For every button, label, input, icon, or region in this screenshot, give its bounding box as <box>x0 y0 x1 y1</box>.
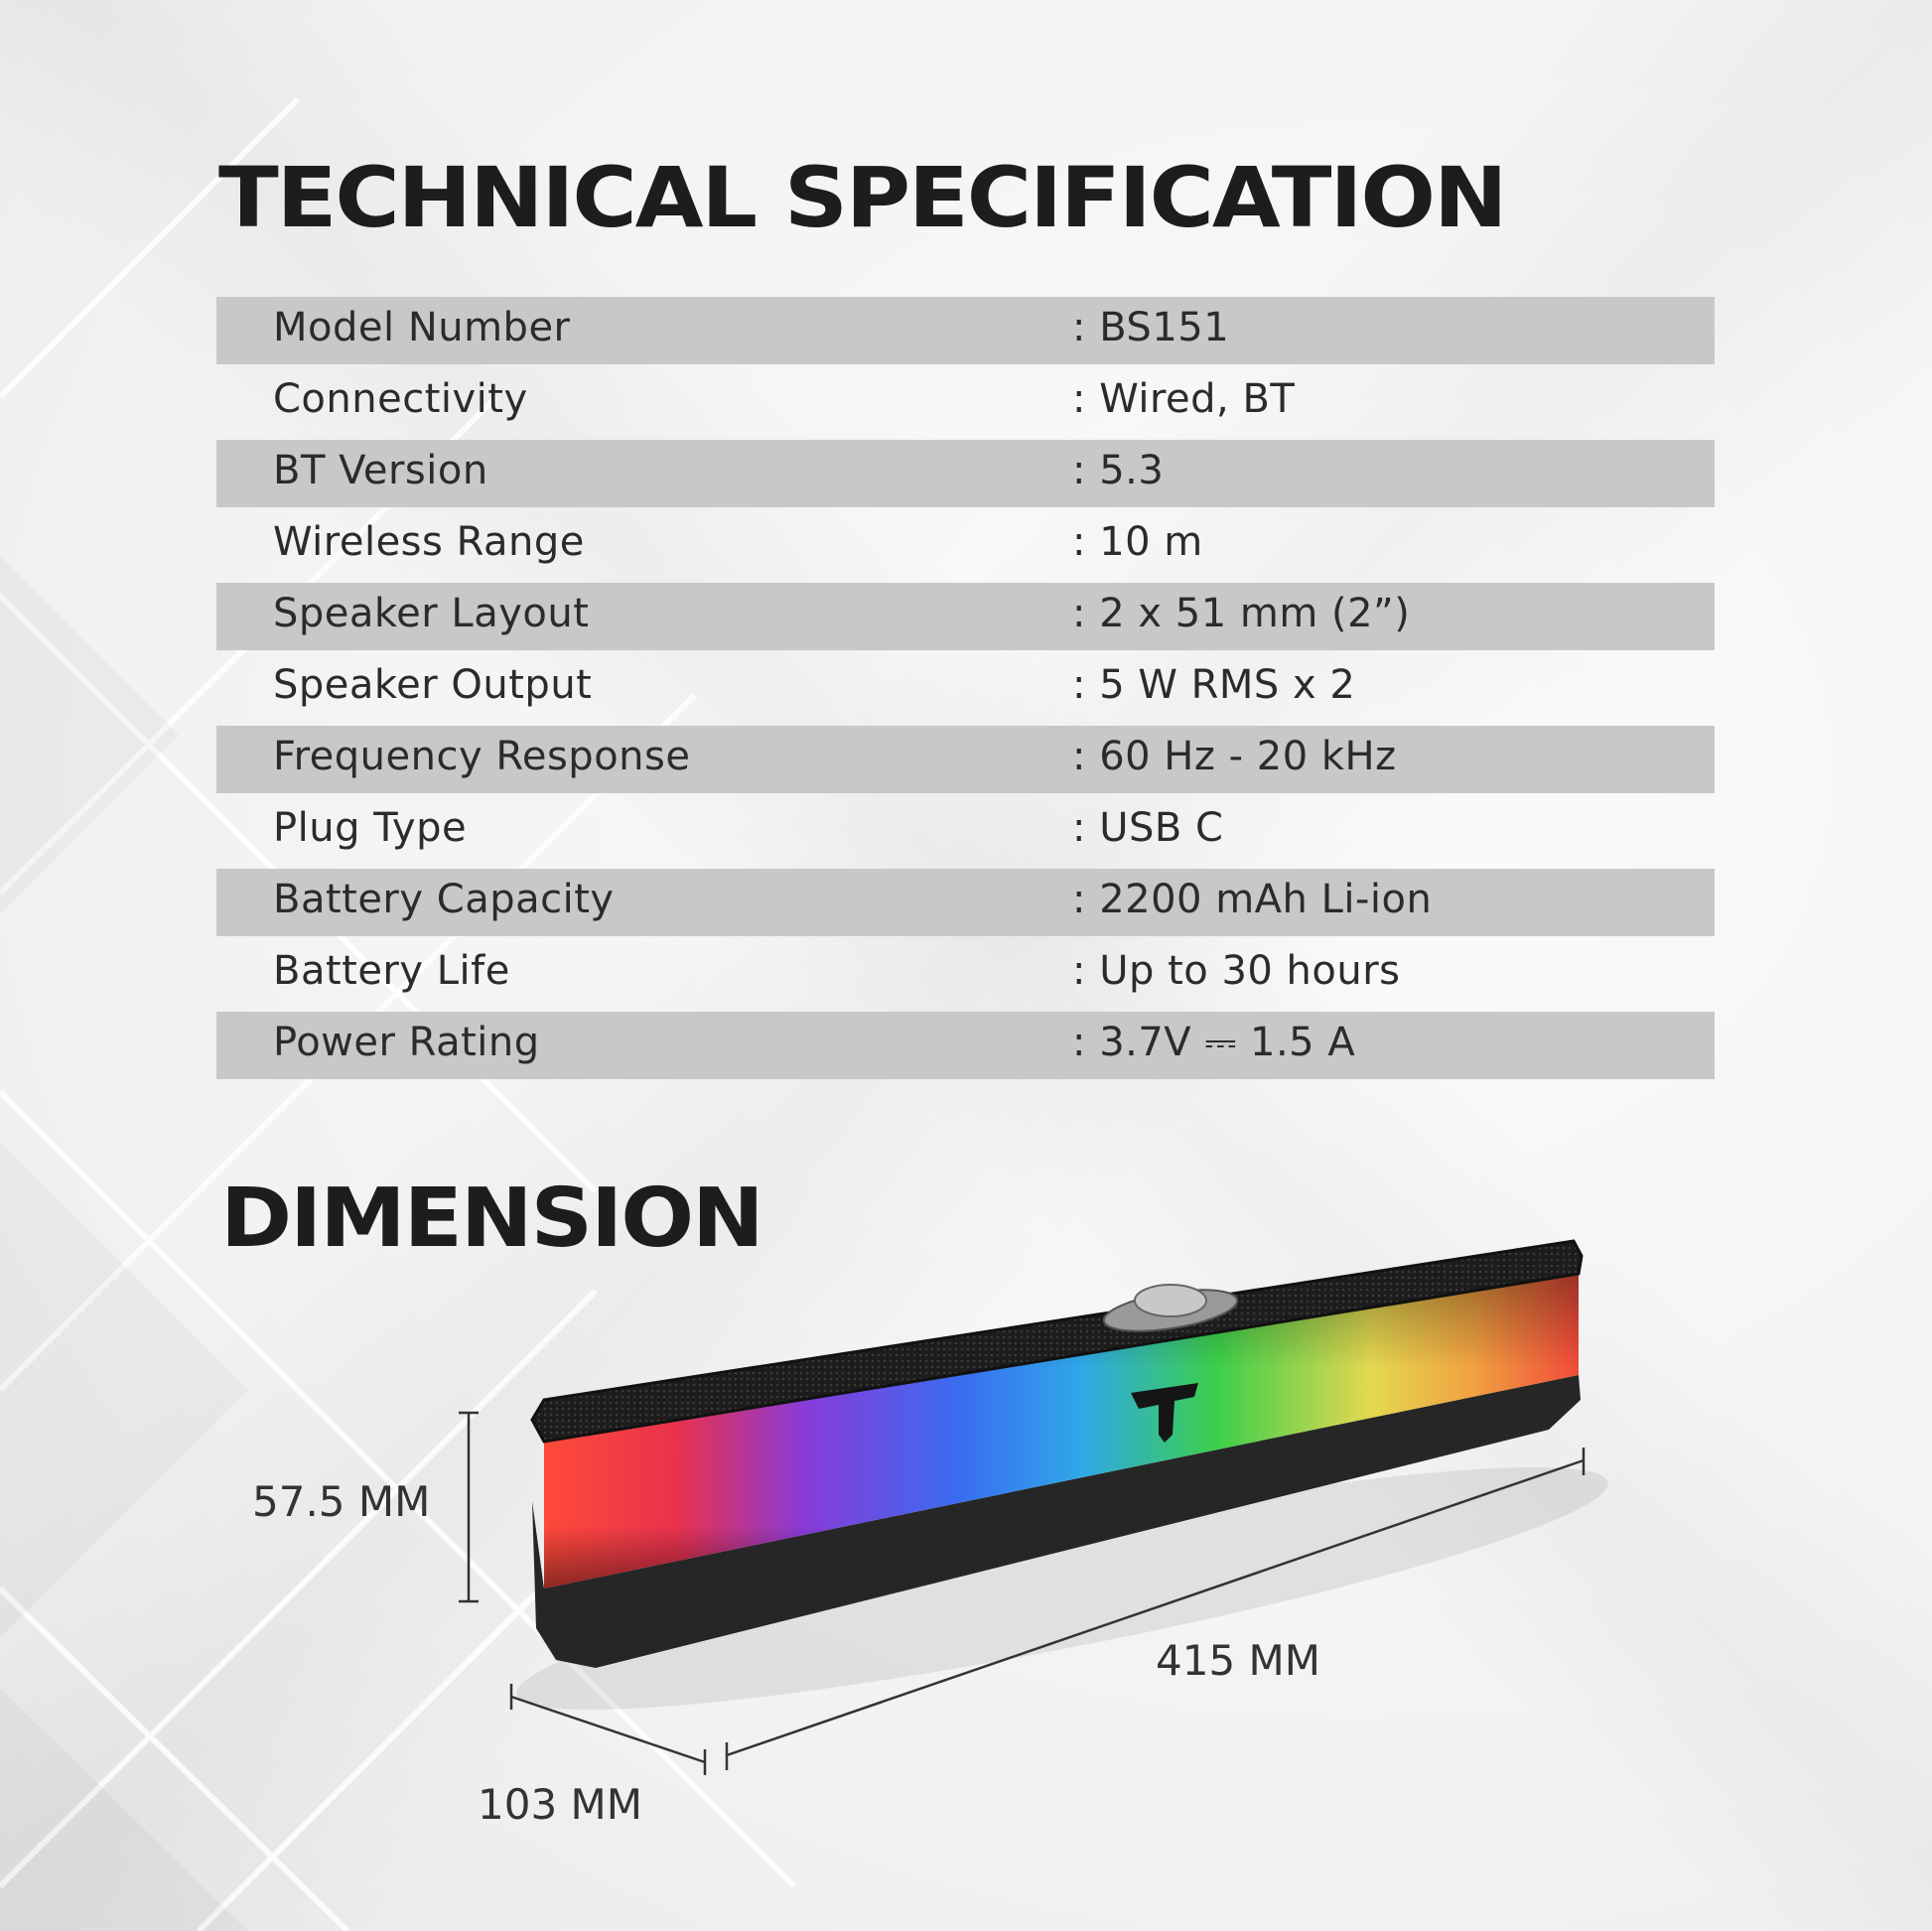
speaker-top-grille <box>530 1239 1584 1444</box>
spec-row: Speaker Layout : 2 x 51 mm (2”) <box>216 583 1715 654</box>
spec-label: Speaker Layout <box>273 591 590 636</box>
spec-value: : 5 W RMS x 2 <box>1072 662 1356 708</box>
spec-table: Model Number : BS151 Connectivity : Wired, … <box>216 297 1715 1083</box>
spec-row: Wireless Range : 10 m <box>216 511 1715 583</box>
spec-label: Frequency Response <box>273 734 691 779</box>
spec-value: : Up to 30 hours <box>1072 948 1401 994</box>
spec-value: : Wired, BT <box>1072 376 1296 422</box>
spec-label: Plug Type <box>273 805 468 851</box>
spec-value: : USB C <box>1072 805 1224 851</box>
spec-row: Plug Type : USB C <box>216 797 1715 869</box>
spec-row: Connectivity : Wired, BT <box>216 368 1715 440</box>
spec-label: Battery Capacity <box>273 877 615 922</box>
control-knob <box>1102 1284 1239 1332</box>
length-label: 415 MM <box>1156 1636 1320 1685</box>
dimension-title: DIMENSION <box>220 1172 764 1266</box>
spec-value: : 10 m <box>1072 519 1203 565</box>
spec-value: : 60 Hz - 20 kHz <box>1072 734 1397 779</box>
spec-row: Speaker Output : 5 W RMS x 2 <box>216 654 1715 726</box>
dimension-lines <box>459 1411 1586 1775</box>
spec-label: Speaker Output <box>273 662 593 708</box>
spec-row: Power Rating : 3.7V ⎓ 1.5 A <box>216 1012 1715 1083</box>
spec-row: Frequency Response : 60 Hz - 20 kHz <box>216 726 1715 797</box>
spec-row: BT Version : 5.3 <box>216 440 1715 511</box>
spec-value: : BS151 <box>1072 305 1230 350</box>
spec-label: Wireless Range <box>273 519 585 565</box>
speaker-base <box>532 1375 1581 1668</box>
height-label: 57.5 MM <box>252 1477 431 1526</box>
spec-label: BT Version <box>273 448 488 493</box>
spec-value: : 3.7V ⎓ 1.5 A <box>1072 1020 1356 1065</box>
spec-label: Battery Life <box>273 948 510 994</box>
spec-row: Battery Life : Up to 30 hours <box>216 940 1715 1012</box>
spec-label: Model Number <box>273 305 571 350</box>
spec-label: Connectivity <box>273 376 528 422</box>
spec-value: : 2 x 51 mm (2”) <box>1072 591 1411 636</box>
spec-label: Power Rating <box>273 1020 540 1065</box>
spec-row: Model Number : BS151 <box>216 297 1715 368</box>
page-title: TECHNICAL SPECIFICATION <box>218 149 1507 246</box>
spec-value: : 5.3 <box>1072 448 1165 493</box>
depth-label: 103 MM <box>478 1780 642 1829</box>
brand-logo <box>1131 1383 1198 1443</box>
spec-row: Battery Capacity : 2200 mAh Li-ion <box>216 869 1715 940</box>
spec-value: : 2200 mAh Li-ion <box>1072 877 1433 922</box>
